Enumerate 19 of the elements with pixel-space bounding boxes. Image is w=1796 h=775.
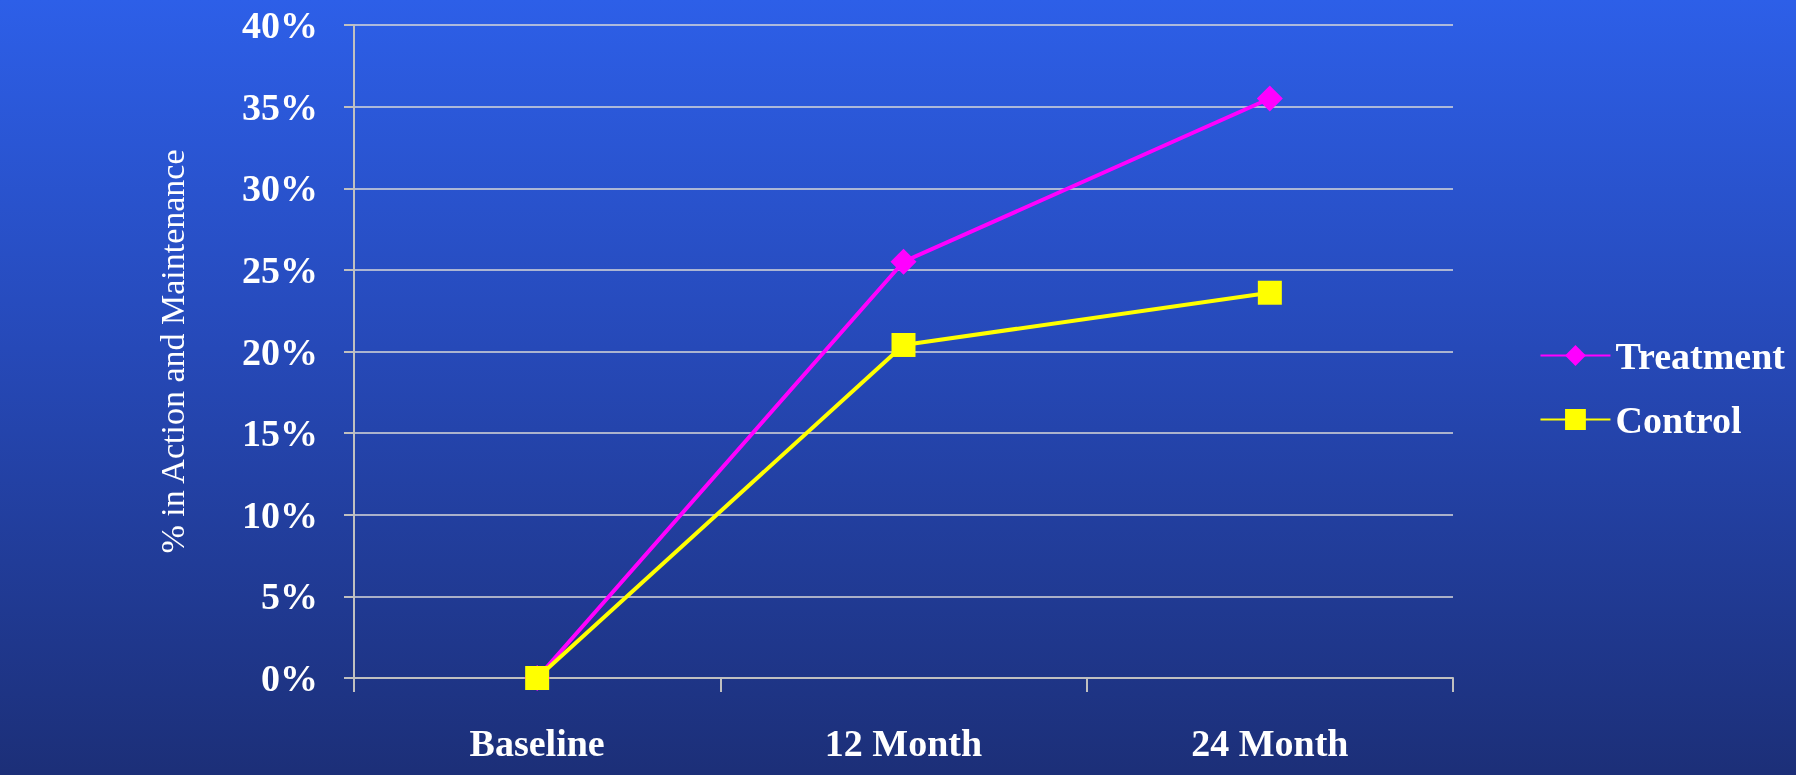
y-tick-label: 25% — [242, 248, 318, 291]
y-tick-label: 10% — [242, 493, 318, 536]
point — [891, 332, 916, 357]
y-tick-label: 15% — [242, 412, 318, 455]
x-tick-label: 12 Month — [824, 722, 983, 764]
y-tick-label: 30% — [242, 167, 318, 210]
y-tick-label: 0% — [261, 657, 318, 699]
legend-label: Treatment — [1615, 334, 1786, 377]
point — [1256, 85, 1283, 112]
y-tick-label: 20% — [242, 330, 318, 373]
y-tick-label: 35% — [242, 85, 318, 128]
point — [1257, 280, 1282, 305]
y-tick-label: 40% — [242, 4, 318, 46]
legend-label: Control — [1615, 398, 1742, 441]
y-axis-title: % in Action and Maintenance — [153, 149, 191, 554]
y-tick-label: 5% — [261, 575, 318, 618]
point — [890, 248, 917, 275]
x-tick-label: Baseline — [469, 722, 605, 764]
x-tick-label: 24 Month — [1191, 722, 1349, 764]
